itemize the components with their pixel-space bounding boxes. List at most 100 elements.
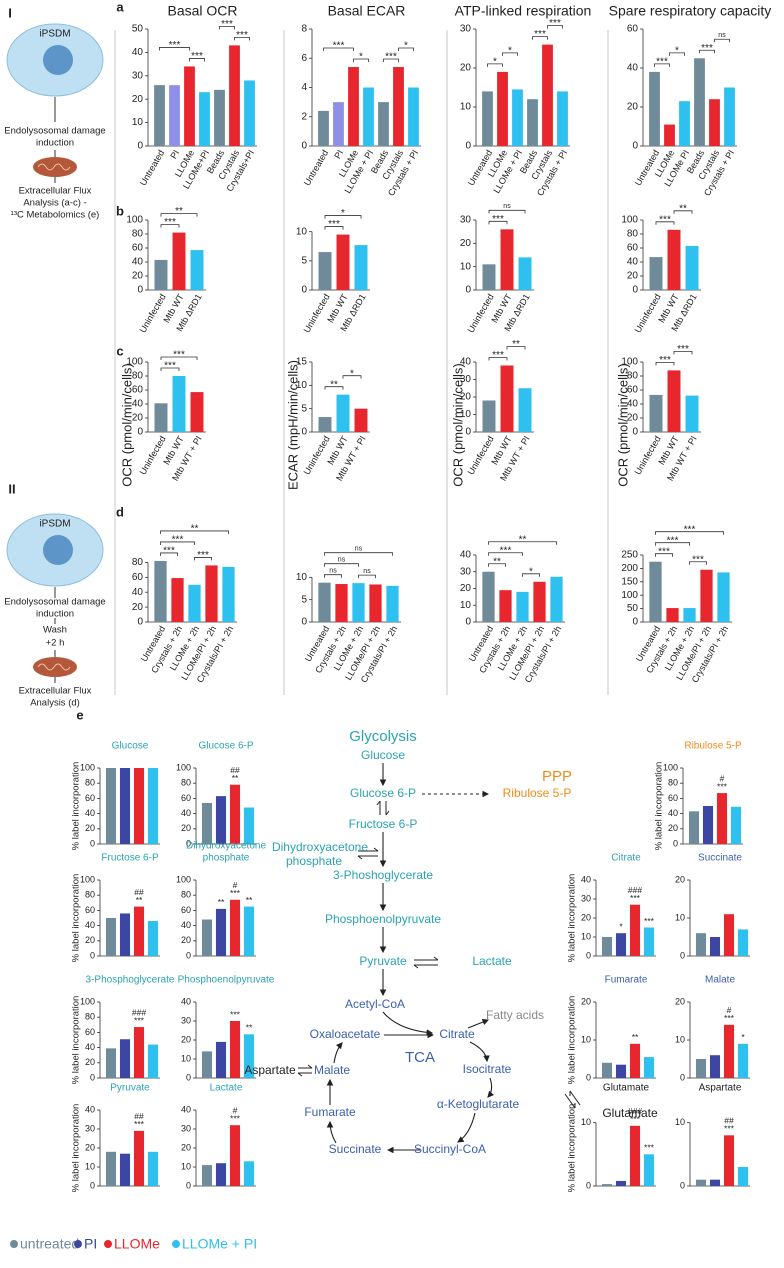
y-tick-label: 30 <box>460 215 472 226</box>
y-axis-label: % label incorporation <box>567 874 578 963</box>
bar <box>243 1161 255 1186</box>
y-tick-label: 20 <box>132 602 144 613</box>
bar <box>199 92 210 146</box>
y-tick-label: 10 <box>460 102 472 113</box>
y-tick-label: 10 <box>85 1161 95 1171</box>
y-tick-label: 8 <box>301 24 307 35</box>
y-tick-label: 40 <box>181 808 191 818</box>
x-tick-label: Uninfected <box>633 434 663 476</box>
y-tick-label: 0 <box>465 141 471 152</box>
significance: ### <box>628 885 642 895</box>
y-tick-label: 10 <box>581 931 591 941</box>
bar <box>683 608 696 622</box>
y-tick-label: 20 <box>460 63 472 74</box>
y-tick-label: 60 <box>181 905 191 915</box>
metabolite: Succinyl-CoA <box>414 1142 486 1156</box>
bar <box>105 768 117 844</box>
chart-title: Dihydroxyacetone <box>186 841 266 852</box>
y-tick-label: 80 <box>668 778 678 788</box>
y-tick-label: 80 <box>85 778 95 788</box>
bracket <box>189 58 205 62</box>
bracket <box>673 210 693 214</box>
chart-title: ATP-linked respiration <box>455 3 592 19</box>
y-tick-label: 10 <box>675 912 685 922</box>
bracket <box>160 530 229 534</box>
significance: *** <box>385 52 397 63</box>
y-tick-label: 30 <box>460 566 472 577</box>
x-tick-label: Uninfected <box>302 292 332 334</box>
metabolite: Fatty acids <box>486 1008 544 1022</box>
y-axis-label: OCR (pmol/min/cells) <box>450 363 465 487</box>
x-tick-label: PI <box>168 148 181 160</box>
metabolite: Glutamate <box>602 1106 658 1120</box>
bracket <box>160 213 198 217</box>
y-tick-label: 20 <box>581 912 591 922</box>
significance: ### <box>132 1007 146 1017</box>
chart-title: Lactate <box>210 1083 243 1094</box>
y-tick-label: 100 <box>80 996 95 1006</box>
y-tick-label: 250 <box>621 550 638 561</box>
y-axis-label: % label incorporation <box>71 762 82 851</box>
bar <box>201 919 213 956</box>
y-tick-label: 100 <box>663 762 678 772</box>
bar <box>550 576 563 622</box>
significance: *** <box>230 1113 241 1123</box>
bar <box>318 252 332 290</box>
y-tick-label: 40 <box>132 257 144 268</box>
significance: *** <box>134 1015 145 1025</box>
y-tick-label: 60 <box>85 905 95 915</box>
metabolite: Aspartate <box>244 1063 296 1077</box>
significance: *** <box>630 1114 641 1124</box>
significance: *** <box>724 1124 735 1134</box>
y-tick-label: 60 <box>668 793 678 803</box>
y-axis-label: % label incorporation <box>654 762 665 851</box>
y-tick-label: 40 <box>85 920 95 930</box>
y-tick-label: 20 <box>85 935 95 945</box>
metabolite: Oxaloacetate <box>310 1027 381 1041</box>
bracket <box>655 531 724 535</box>
y-tick-label: 80 <box>132 229 144 240</box>
bar <box>717 572 730 622</box>
bar <box>229 1021 241 1078</box>
bar <box>737 1167 749 1186</box>
y-tick-label: 40 <box>460 357 472 368</box>
bar <box>482 91 493 146</box>
bar <box>667 370 681 432</box>
bar <box>601 1062 613 1078</box>
bar <box>119 1153 131 1186</box>
significance: ** <box>232 773 239 783</box>
y-tick-label: 0 <box>301 617 307 628</box>
bar <box>318 582 331 622</box>
metabolite: Pyruvate <box>359 954 407 968</box>
bar <box>336 394 350 432</box>
bar <box>243 1034 255 1078</box>
bar <box>700 569 713 622</box>
significance: *** <box>644 1143 655 1153</box>
bar <box>229 899 241 956</box>
y-tick-label: 40 <box>668 808 678 818</box>
significance: *** <box>333 41 345 52</box>
y-tick-label: 0 <box>90 1072 95 1082</box>
y-tick-label: 10 <box>296 380 308 391</box>
significance: *** <box>724 1013 735 1023</box>
bar <box>147 768 159 844</box>
significance: ** <box>512 339 520 350</box>
significance: * <box>529 566 533 577</box>
bar <box>335 584 348 622</box>
significance: ### <box>628 1106 642 1116</box>
bar-chart: 0 10 20 Succinate <box>675 853 750 960</box>
bar <box>354 408 368 432</box>
significance: *** <box>667 535 679 546</box>
bar-chart: 0 10 20 30 40 ##*** Pyruvate % label incorporat… <box>71 1083 160 1192</box>
bar <box>695 933 707 956</box>
y-tick-label: 10 <box>296 572 308 583</box>
panel-label: e <box>76 707 83 722</box>
bar <box>601 1184 613 1186</box>
y-tick-label: 40 <box>627 399 639 410</box>
chart-title: Basal ECAR <box>328 3 406 19</box>
bar <box>171 578 184 622</box>
bracket <box>160 367 180 371</box>
